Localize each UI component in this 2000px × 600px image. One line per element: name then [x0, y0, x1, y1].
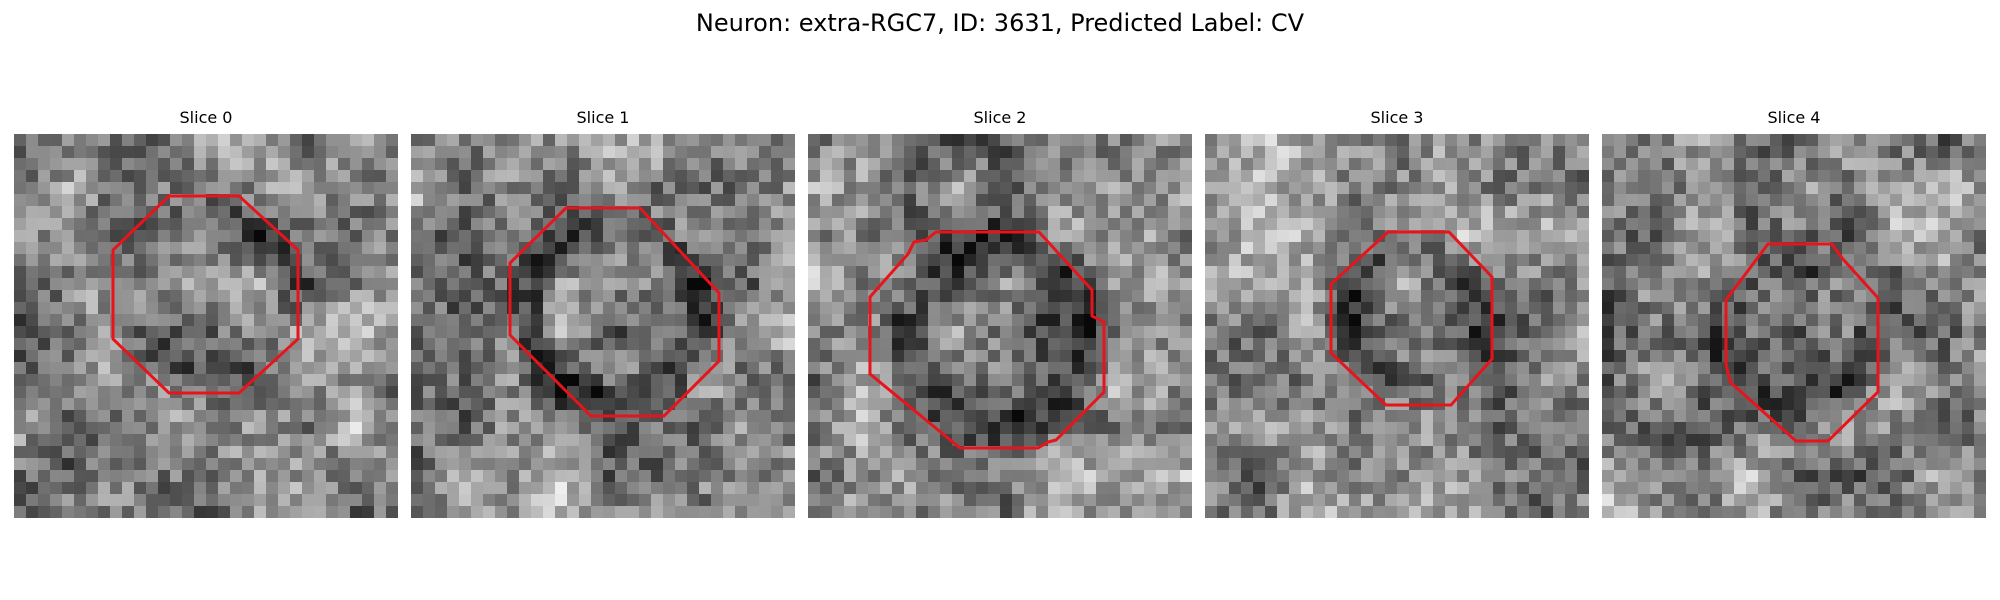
slice-pixels — [1205, 134, 1589, 518]
slice-image — [808, 134, 1192, 518]
figure-title: Neuron: extra-RGC7, ID: 3631, Predicted … — [695, 9, 1305, 37]
contour-outline — [508, 206, 721, 418]
slice-panel-0: Slice 0 — [14, 108, 398, 522]
contour-outline — [111, 194, 300, 395]
slice-image — [1602, 134, 1986, 518]
slice-image — [411, 134, 795, 518]
slice-pixels — [14, 134, 398, 518]
slice-panel-4: Slice 4 — [1602, 108, 1986, 522]
slice-panel-1: Slice 1 — [411, 108, 795, 522]
slice-pixels — [411, 134, 795, 518]
slice-title: Slice 2 — [973, 108, 1027, 127]
slice-title: Slice 1 — [576, 108, 630, 127]
slice-panel-3: Slice 3 — [1205, 108, 1589, 522]
contour-outline — [1329, 230, 1494, 407]
slice-image — [1205, 134, 1589, 518]
slice-title: Slice 4 — [1767, 108, 1821, 127]
contour-outline — [868, 230, 1106, 450]
slice-pixels — [808, 134, 1192, 518]
slice-panel-2: Slice 2 — [808, 108, 1192, 522]
slice-title: Slice 0 — [179, 108, 233, 127]
slice-pixels — [1602, 134, 1986, 518]
slice-title: Slice 3 — [1370, 108, 1424, 127]
slice-image — [14, 134, 398, 518]
contour-outline — [1724, 242, 1880, 443]
